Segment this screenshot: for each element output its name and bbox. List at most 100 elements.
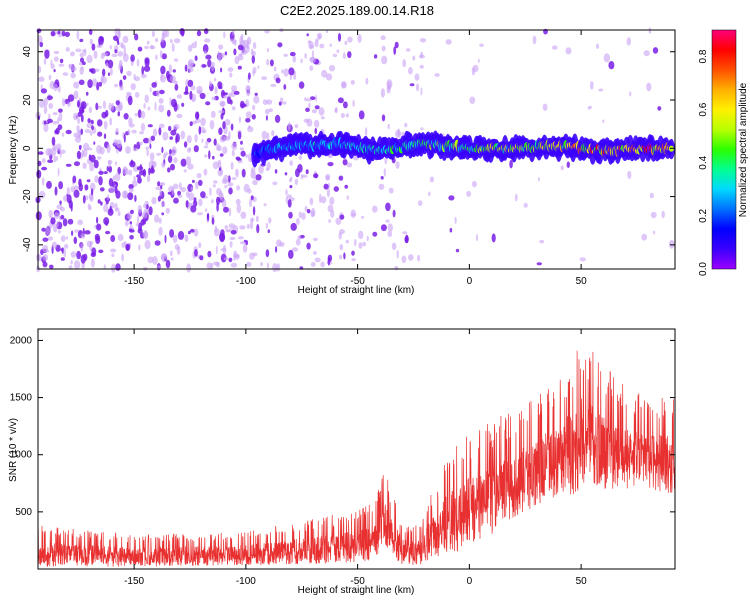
spectrum-point: [51, 241, 58, 249]
colorbar-tick-label: 0.6: [698, 102, 709, 116]
spectrum-point: [169, 148, 172, 155]
spectrum-point: [392, 209, 396, 218]
spectrum-point: [73, 90, 79, 100]
spectrum-point: [154, 214, 160, 223]
spectrum-point: [350, 213, 357, 217]
spectrum-point: [213, 77, 217, 82]
spectrum-point: [290, 222, 297, 231]
spectrum-point: [239, 241, 246, 245]
spectrum-point: [197, 212, 204, 216]
spectrum-point: [260, 262, 263, 267]
spectrum-point: [107, 59, 114, 69]
spectrum-point: [204, 50, 207, 55]
spectrum-point: [91, 125, 94, 131]
spectrum-point: [58, 63, 65, 67]
spectrum-point: [37, 65, 42, 74]
spectrum-point: [57, 230, 61, 234]
spectrum-point: [171, 43, 175, 52]
spectrum-point: [228, 207, 232, 217]
colorbar: 0.0 0.2 0.4 0.6 0.8 Normalized spectral ampl…: [698, 29, 749, 276]
spectrum-point: [41, 166, 48, 171]
spectrum-point: [134, 113, 139, 117]
spectrum-point: [191, 97, 195, 101]
spectrum-point: [41, 177, 45, 186]
spectrum-point: [124, 167, 129, 175]
spectrogram-panel: -150 -100 -50 0 50 -40 -20 0 20 40 Height of str…: [8, 27, 676, 296]
spectrum-point: [114, 185, 118, 195]
spectrum-point: [137, 176, 142, 184]
spectrogram-scatter: [35, 27, 675, 273]
spectrum-point: [626, 37, 631, 46]
spectrum-point: [127, 169, 133, 176]
spectrum-point: [45, 227, 51, 236]
spectrum-point: [139, 164, 142, 169]
spectrum-point: [372, 205, 378, 213]
spectrum-point: [140, 219, 145, 226]
spectrum-point: [173, 197, 179, 204]
spectrum-point: [158, 226, 163, 236]
spectrum-point: [539, 239, 545, 244]
spectrum-point: [190, 186, 193, 192]
spectrum-point: [252, 104, 256, 111]
spectrum-point: [127, 211, 133, 220]
spectrum-point: [309, 65, 314, 71]
spectrum-point: [180, 130, 186, 140]
spectrum-point: [147, 124, 153, 128]
spectrum-point: [116, 139, 122, 149]
spectrum-point: [151, 30, 155, 38]
spectrum-point: [176, 113, 183, 119]
snr-y-label: SNR (10 * v/v): [8, 418, 19, 482]
spectrum-point: [125, 243, 131, 251]
spectrum-point: [354, 238, 357, 247]
spectrum-point: [285, 196, 289, 204]
spectrum-point: [109, 67, 113, 76]
spectrum-point: [283, 68, 289, 77]
spectrum-point: [220, 67, 223, 73]
spectrum-point: [147, 106, 151, 111]
spectrum-point: [158, 104, 165, 113]
spectrum-point: [39, 99, 45, 108]
spectrum-point: [57, 30, 61, 35]
spectrum-point: [536, 262, 542, 266]
colorbar-frame: [711, 29, 737, 270]
spectrum-point: [313, 173, 319, 179]
colorbar-ticks: 0.0 0.2 0.4 0.6 0.8: [698, 49, 709, 276]
spectrum-point: [87, 79, 93, 89]
spectrum-point: [130, 209, 134, 214]
spectrum-point: [130, 83, 136, 91]
spectrum-point: [143, 65, 151, 72]
spectrum-point: [243, 44, 250, 54]
spectrum-point: [420, 87, 423, 96]
spectrum-point: [523, 202, 528, 208]
spectrum-point: [68, 63, 74, 68]
spectrum-point: [216, 202, 219, 212]
spectrum-point: [207, 59, 212, 68]
spectrum-point: [383, 168, 386, 177]
spectrum-point: [187, 79, 194, 88]
spectrum-point: [70, 251, 77, 258]
spectrum-point: [134, 33, 139, 41]
spectrum-point: [308, 102, 311, 108]
spectrum-point: [74, 260, 81, 270]
spectrum-point: [131, 129, 137, 134]
spectrum-point: [448, 195, 455, 201]
spectrum-point: [239, 100, 245, 109]
spectrum-point: [161, 182, 166, 186]
spectrum-point: [161, 146, 164, 154]
spectrum-point: [80, 242, 84, 252]
spectrum-point: [216, 196, 220, 206]
spectrum-point: [117, 233, 124, 242]
spectrum-point: [183, 141, 188, 148]
spectrum-point: [235, 156, 241, 161]
spectrum-point: [381, 114, 386, 122]
spectrum-point: [347, 51, 352, 59]
spectrum-point: [608, 60, 615, 70]
spectrum-point: [171, 146, 177, 156]
spectrum-point: [378, 183, 385, 190]
spectrum-point: [204, 154, 208, 158]
spectrum-point: [155, 54, 158, 61]
spectrum-point: [320, 261, 325, 268]
spectrum-point: [346, 162, 353, 168]
spectrum-point: [140, 122, 146, 132]
y-tick-label: -20: [22, 189, 33, 204]
